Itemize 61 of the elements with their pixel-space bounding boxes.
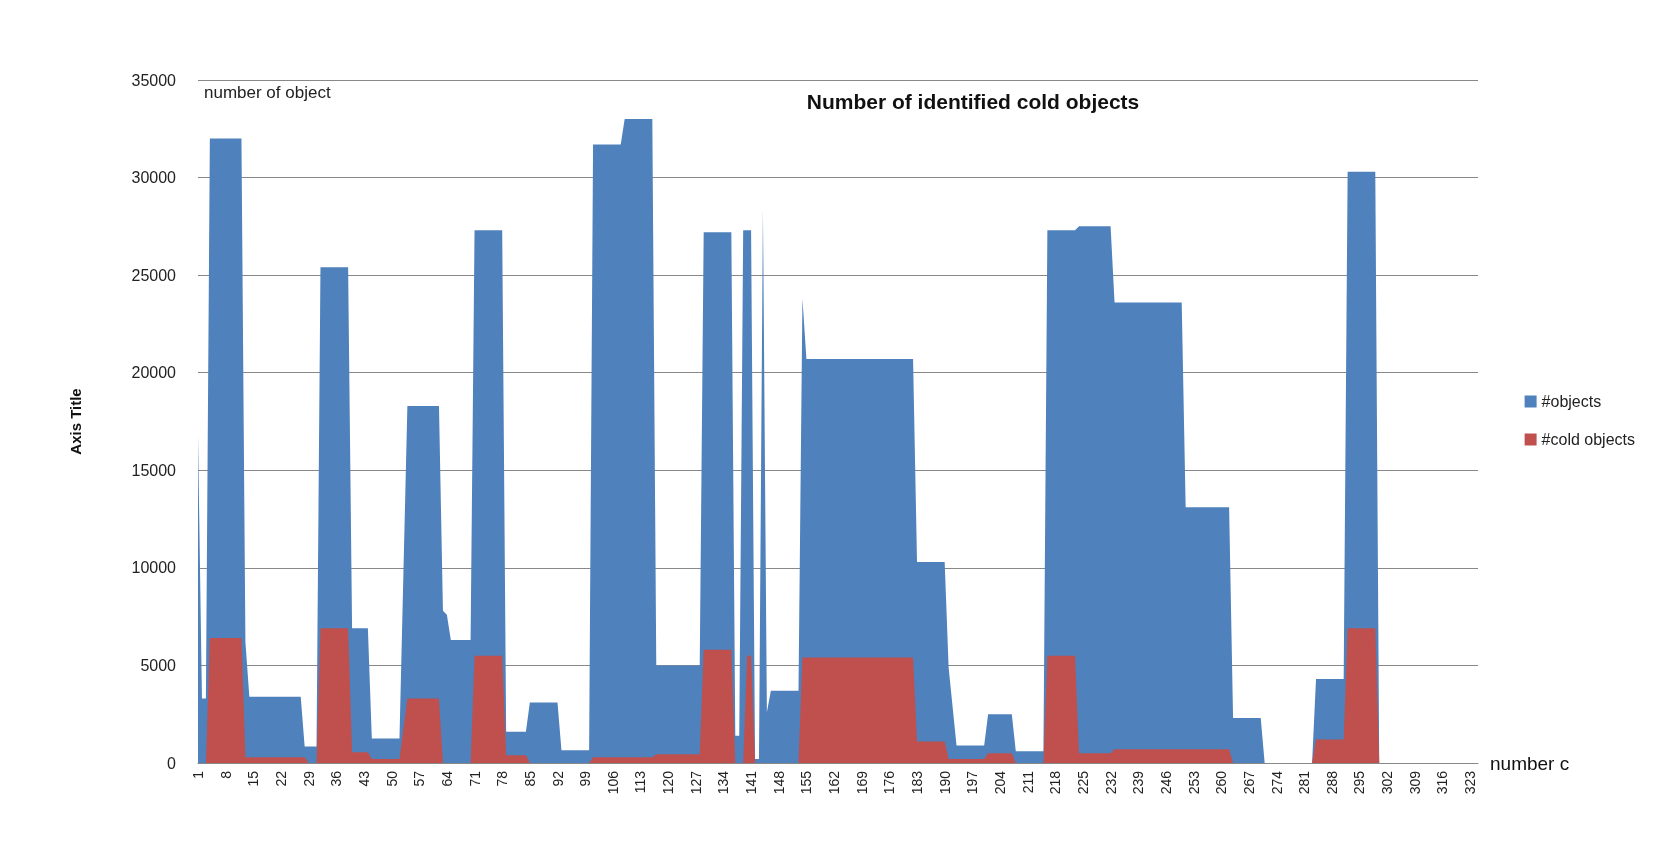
- y-tick-label: 10000: [131, 559, 177, 577]
- x-tick-label: 64: [438, 770, 455, 787]
- x-tick-label: 246: [1157, 770, 1174, 795]
- x-tick-label: 260: [1213, 770, 1230, 795]
- x-tick-label: 155: [798, 770, 815, 795]
- x-axis-title: number c: [1490, 752, 1570, 774]
- x-tick-label: 288: [1323, 770, 1340, 795]
- x-tick-label: 281: [1296, 770, 1313, 795]
- x-tick-label: 197: [964, 770, 981, 795]
- x-tick-label: 176: [881, 770, 898, 795]
- legend-label: #cold objects: [1541, 431, 1635, 448]
- x-tick-label: 50: [383, 770, 400, 787]
- x-tick-label: 92: [549, 770, 566, 787]
- x-tick-label: 127: [687, 770, 704, 795]
- x-tick-label: 78: [494, 770, 511, 787]
- x-tick-label: 232: [1102, 770, 1119, 795]
- x-tick-label: 274: [1268, 770, 1285, 795]
- x-tick-label: 295: [1351, 770, 1368, 795]
- text: Number of identified cold objects: [806, 90, 1140, 113]
- legend-label: #objects: [1541, 393, 1602, 410]
- x-tick-label: 323: [1462, 770, 1479, 795]
- x-tick-label: 120: [660, 770, 677, 795]
- x-tick-label: 225: [1074, 770, 1091, 795]
- x-tick-label: 57: [411, 770, 428, 787]
- x-tick-label: 302: [1379, 770, 1396, 795]
- y-tick-label: 35000: [131, 71, 177, 89]
- x-tick-label: 183: [909, 770, 926, 795]
- x-tick-label: 162: [826, 770, 843, 795]
- x-tick-label: 106: [604, 770, 621, 795]
- x-tick-label: 169: [853, 770, 870, 795]
- annotation: number of object: [204, 83, 331, 102]
- x-tick-label: 316: [1434, 770, 1451, 795]
- x-tick-label: 239: [1130, 770, 1147, 795]
- y-axis-title: Axis Title: [67, 388, 84, 455]
- x-tick-label: 43: [355, 770, 372, 787]
- x-tick-label: 71: [466, 770, 483, 787]
- x-tick-label: 148: [770, 770, 787, 795]
- x-tick-label: 22: [272, 770, 289, 787]
- x-tick-label: 85: [521, 770, 538, 787]
- x-tick-label: 204: [991, 770, 1008, 795]
- x-tick-label: 8: [217, 770, 234, 779]
- y-tick-label: 20000: [131, 364, 177, 382]
- x-tick-label: 1: [190, 770, 206, 779]
- x-tick-label: 15: [245, 770, 262, 787]
- x-tick-label: 267: [1240, 770, 1257, 795]
- x-tick-label: 134: [715, 770, 732, 795]
- y-tick-label: 30000: [131, 169, 177, 187]
- x-tick-label: 253: [1185, 770, 1202, 795]
- x-tick-label: 190: [936, 770, 953, 795]
- x-tick-label: 113: [632, 770, 649, 794]
- y-tick-label: 0: [167, 754, 177, 772]
- x-tick-label: 36: [328, 770, 345, 787]
- x-tick-label: 29: [300, 770, 317, 787]
- x-tick-label: 99: [577, 770, 594, 787]
- x-tick-label: 141: [743, 770, 760, 795]
- y-tick-label: 15000: [131, 461, 177, 479]
- x-tick-label: 309: [1406, 770, 1423, 795]
- y-tick-label: 25000: [131, 266, 177, 284]
- y-tick-label: 5000: [140, 656, 177, 674]
- x-tick-label: 218: [1047, 770, 1064, 795]
- x-tick-label: 211: [1019, 770, 1036, 794]
